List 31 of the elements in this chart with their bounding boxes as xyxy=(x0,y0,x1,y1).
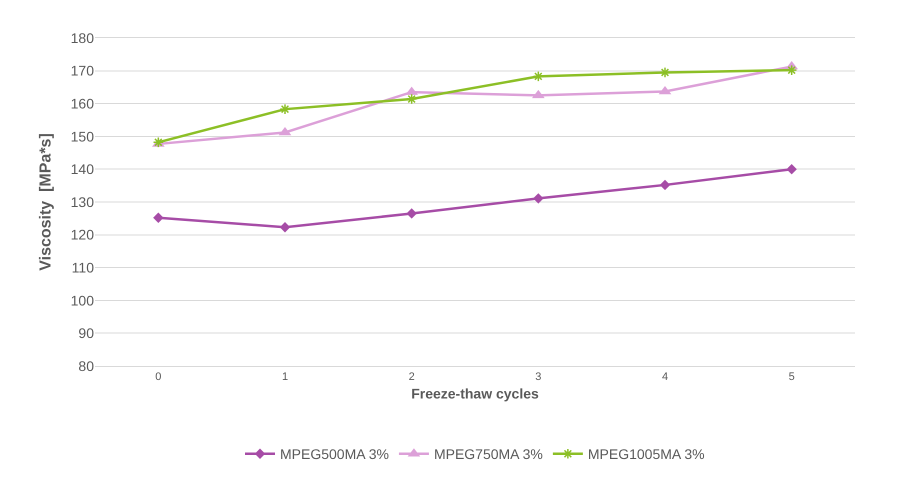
point xyxy=(406,93,418,105)
point xyxy=(786,164,797,174)
y-tick-label: 90 xyxy=(78,325,94,342)
x-tick-label: 3 xyxy=(535,371,542,384)
y-tick-label: 80 xyxy=(78,358,94,374)
legend-label: MPEG750MA 3% xyxy=(434,446,543,462)
point xyxy=(406,208,417,219)
x-tick-label: 5 xyxy=(788,371,795,384)
y-tick-label: 120 xyxy=(70,226,94,243)
y-tick-label: 140 xyxy=(70,161,94,178)
y-tick-label: 100 xyxy=(70,292,94,308)
y-tick-label: 180 xyxy=(70,30,94,46)
y-tick-label: 170 xyxy=(70,62,94,79)
point xyxy=(153,212,164,223)
x-tick-label: 1 xyxy=(282,371,288,384)
point xyxy=(533,193,544,204)
point xyxy=(660,180,670,190)
y-tick-label: 160 xyxy=(70,96,94,112)
legend-label: MPEG500MA 3% xyxy=(280,446,389,462)
point xyxy=(280,222,290,232)
x-tick-label: 2 xyxy=(408,371,415,384)
x-tick-label: 4 xyxy=(662,371,668,384)
point xyxy=(786,64,798,76)
point xyxy=(532,70,544,82)
y-tick-label: 150 xyxy=(70,128,94,144)
x-tick-label: 0 xyxy=(155,371,162,384)
y-tick-label: 130 xyxy=(70,194,94,210)
x-axis-title: Freeze-thaw cycles xyxy=(411,386,540,402)
y-axis-title: Viscosity [MPa*s] xyxy=(38,133,55,271)
legend-label: MPEG1005MA 3% xyxy=(588,446,705,462)
y-tick-label: 110 xyxy=(72,260,94,276)
